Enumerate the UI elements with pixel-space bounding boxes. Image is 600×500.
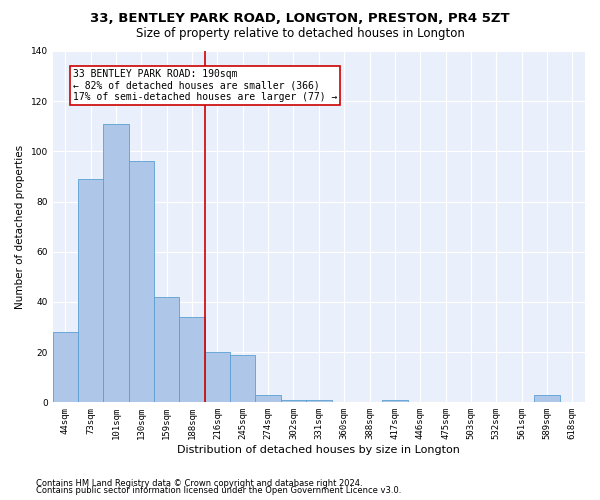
Bar	[78, 179, 103, 402]
Text: 33, BENTLEY PARK ROAD, LONGTON, PRESTON, PR4 5ZT: 33, BENTLEY PARK ROAD, LONGTON, PRESTON,…	[90, 12, 510, 26]
Bar	[256, 395, 281, 402]
Bar	[103, 124, 129, 402]
Bar	[179, 317, 205, 402]
Text: Contains HM Land Registry data © Crown copyright and database right 2024.: Contains HM Land Registry data © Crown c…	[36, 478, 362, 488]
Bar	[382, 400, 407, 402]
Bar	[535, 395, 560, 402]
Text: Contains public sector information licensed under the Open Government Licence v3: Contains public sector information licen…	[36, 486, 401, 495]
Bar	[306, 400, 332, 402]
X-axis label: Distribution of detached houses by size in Longton: Distribution of detached houses by size …	[178, 445, 460, 455]
Text: 33 BENTLEY PARK ROAD: 190sqm
← 82% of detached houses are smaller (366)
17% of s: 33 BENTLEY PARK ROAD: 190sqm ← 82% of de…	[73, 68, 337, 102]
Bar	[53, 332, 78, 402]
Bar	[129, 162, 154, 402]
Y-axis label: Number of detached properties: Number of detached properties	[15, 144, 25, 308]
Bar	[281, 400, 306, 402]
Bar	[205, 352, 230, 403]
Bar	[230, 354, 256, 403]
Bar	[154, 297, 179, 403]
Text: Size of property relative to detached houses in Longton: Size of property relative to detached ho…	[136, 28, 464, 40]
